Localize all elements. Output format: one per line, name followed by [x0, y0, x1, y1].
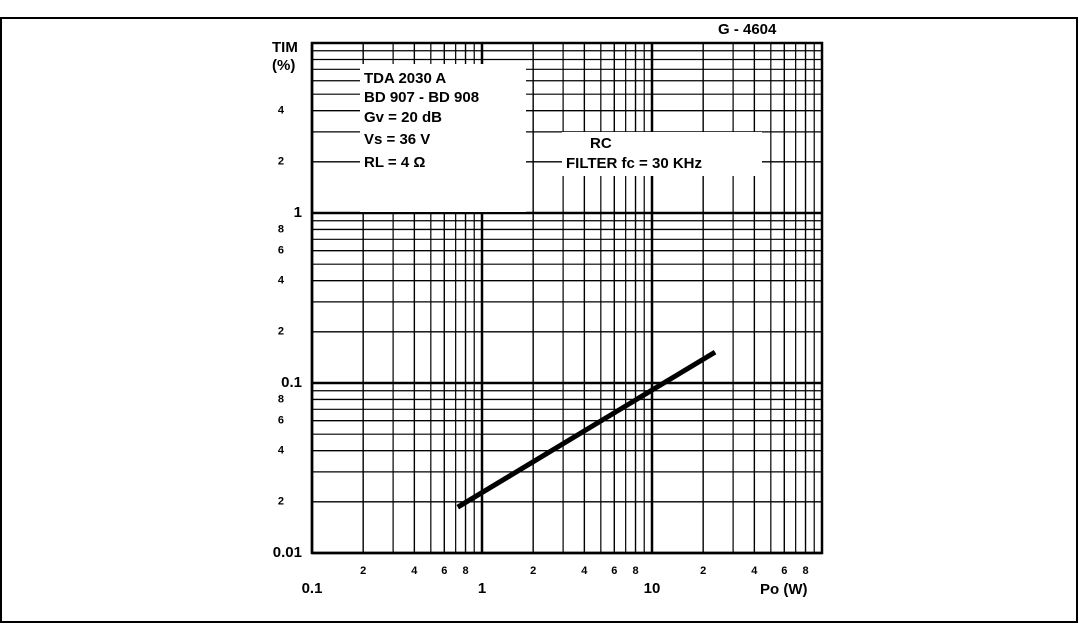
x-tick-label: 1 [478, 580, 486, 597]
condition: BD 907 - BD 908 [364, 89, 479, 106]
data-line [456, 349, 717, 510]
y-tick-label: 8 [278, 393, 284, 405]
x-label: Po (W) [760, 581, 807, 598]
y-tick-label: 2 [278, 326, 284, 338]
y-tick-label: 6 [278, 245, 284, 257]
x-tick-label: 6 [781, 565, 787, 577]
conditions-box [360, 64, 526, 212]
filter-note: FILTER fc = 30 KHz [566, 155, 702, 172]
x-tick-label: 2 [700, 565, 706, 577]
condition: Gv = 20 dB [364, 109, 442, 126]
x-tick-label: 4 [581, 565, 588, 577]
plot-frame [310, 41, 824, 555]
y-tick-label: 1 [294, 204, 302, 221]
y-label: TIM [272, 39, 298, 56]
filter-box [562, 132, 762, 176]
x-tick-label: 4 [411, 565, 418, 577]
condition: TDA 2030 A [364, 70, 446, 87]
x-tick-label: 10 [644, 580, 661, 597]
x-tick-label: 6 [611, 565, 617, 577]
y-tick-label: 8 [278, 223, 284, 235]
y-tick-label: 0.01 [273, 544, 302, 561]
y-tick-label: 0.1 [281, 374, 302, 391]
x-tick-label: 8 [802, 565, 808, 577]
x-tick-label: 2 [360, 565, 366, 577]
y-unit: (%) [272, 57, 295, 74]
y-tick-label: 4 [278, 105, 285, 117]
condition: Vs = 36 V [364, 131, 430, 148]
filter-note: RC [590, 135, 612, 152]
y-tick-label: 2 [278, 496, 284, 508]
x-tick-label: 6 [441, 565, 447, 577]
x-tick-label: 0.1 [302, 580, 323, 597]
x-tick-label: 8 [462, 565, 468, 577]
frame [0, 17, 1078, 623]
y-tick-label: 4 [278, 275, 285, 287]
y-tick-label: 4 [278, 445, 285, 457]
x-tick-label: 8 [632, 565, 638, 577]
condition: RL = 4 Ω [364, 154, 425, 171]
x-tick-label: 2 [530, 565, 536, 577]
y-tick-label: 2 [278, 156, 284, 168]
y-tick-label: 6 [278, 415, 284, 427]
code: G - 4604 [718, 21, 777, 38]
x-tick-label: 4 [751, 565, 758, 577]
